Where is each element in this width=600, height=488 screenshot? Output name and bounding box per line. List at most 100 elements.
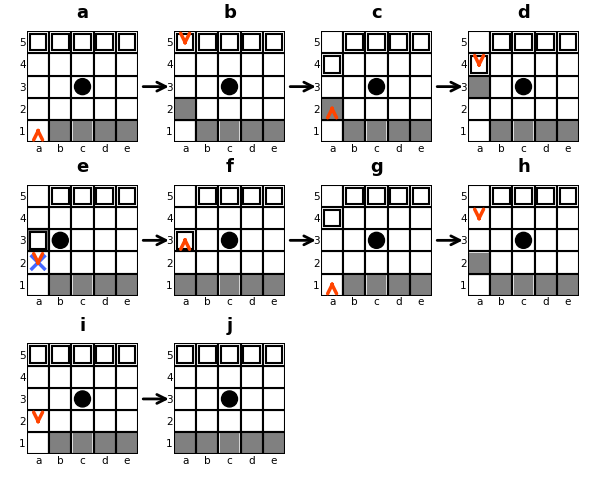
Bar [365, 76, 388, 98]
Bar [560, 34, 576, 50]
Bar [557, 251, 579, 274]
Bar [388, 98, 410, 120]
Bar [410, 120, 432, 142]
Bar [241, 274, 263, 296]
Bar [388, 185, 410, 207]
Bar [95, 433, 115, 453]
Bar [344, 121, 364, 141]
Bar [27, 53, 49, 76]
Bar [174, 410, 196, 432]
Bar [468, 76, 490, 98]
Bar [174, 274, 196, 296]
Bar [71, 410, 94, 432]
Bar [490, 185, 512, 207]
Bar [241, 274, 263, 296]
Bar [241, 432, 263, 454]
Bar [388, 120, 410, 142]
Bar [535, 229, 557, 251]
Bar [490, 207, 512, 229]
Bar [49, 274, 71, 296]
Bar [116, 410, 138, 432]
Bar [535, 76, 557, 98]
Bar [324, 210, 340, 226]
Bar [560, 188, 576, 204]
Bar [557, 120, 579, 142]
Bar [94, 53, 116, 76]
Bar [49, 76, 71, 98]
Bar [343, 98, 365, 120]
Circle shape [515, 232, 532, 248]
Bar [322, 99, 342, 119]
Bar [413, 34, 429, 50]
Bar [411, 275, 431, 295]
Bar [174, 185, 196, 207]
Bar [27, 31, 49, 53]
Bar [343, 274, 365, 296]
Bar [388, 251, 410, 274]
Bar [346, 188, 362, 204]
Bar [94, 76, 116, 98]
Bar [196, 274, 218, 296]
Bar [218, 207, 241, 229]
Bar [71, 432, 94, 454]
Text: g: g [370, 158, 383, 176]
Bar [410, 274, 432, 296]
Bar [27, 229, 49, 251]
Bar [196, 120, 218, 142]
Bar [218, 366, 241, 388]
Bar [321, 98, 343, 120]
Bar [49, 366, 71, 388]
Bar [197, 275, 217, 295]
Bar [343, 185, 365, 207]
Bar [242, 121, 262, 141]
Bar [535, 185, 557, 207]
Bar [321, 31, 343, 53]
Circle shape [74, 391, 91, 407]
Circle shape [368, 79, 385, 95]
Bar [97, 188, 113, 204]
Bar [196, 185, 218, 207]
Bar [27, 344, 49, 366]
Bar [196, 432, 218, 454]
Bar [50, 275, 70, 295]
Bar [410, 185, 432, 207]
Bar [94, 388, 116, 410]
Bar [388, 120, 410, 142]
Bar [557, 53, 579, 76]
Bar [557, 31, 579, 53]
Bar [175, 275, 195, 295]
Bar [343, 120, 365, 142]
Bar [241, 31, 263, 53]
Bar [388, 207, 410, 229]
Bar [471, 56, 487, 73]
Bar [119, 188, 135, 204]
Bar [199, 346, 215, 363]
Bar [365, 98, 388, 120]
Bar [174, 251, 196, 274]
Bar [490, 76, 512, 98]
Bar [343, 207, 365, 229]
Bar [177, 232, 193, 248]
Bar [174, 98, 196, 120]
Bar [321, 98, 343, 120]
Bar [221, 34, 238, 50]
Bar [197, 121, 217, 141]
Bar [535, 274, 557, 296]
Bar [263, 344, 285, 366]
Bar [196, 410, 218, 432]
Bar [344, 275, 364, 295]
Bar [264, 433, 284, 453]
Bar [218, 274, 241, 296]
Bar [536, 275, 556, 295]
Bar [469, 77, 489, 97]
Bar [241, 251, 263, 274]
Bar [410, 207, 432, 229]
Bar [220, 275, 239, 295]
Bar [512, 207, 535, 229]
Bar [368, 34, 385, 50]
Bar [49, 344, 71, 366]
Bar [116, 53, 138, 76]
Circle shape [221, 232, 238, 248]
Bar [263, 432, 285, 454]
Text: i: i [79, 317, 86, 335]
